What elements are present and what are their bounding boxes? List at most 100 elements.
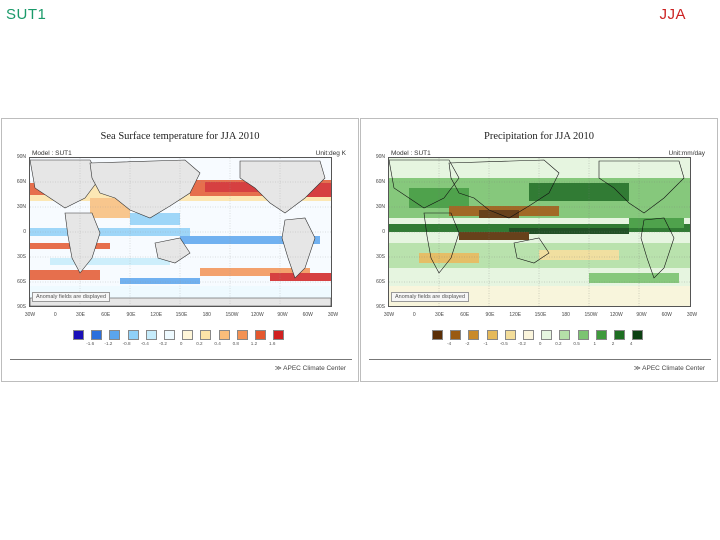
longitude-label: 60W	[302, 312, 313, 318]
legend-tick-label: 0	[179, 341, 183, 346]
legend-swatch	[632, 330, 644, 340]
panel-title: Sea Surface temperature for JJA 2010	[100, 131, 260, 142]
legend-swatch	[523, 330, 534, 340]
legend-swatch	[486, 330, 498, 340]
longitude-label: 150E	[175, 312, 188, 318]
longitude-label: 120W	[250, 312, 264, 318]
legend-tick-label: 1.6	[268, 341, 276, 346]
legend-tick-label: 0.4	[214, 341, 221, 346]
legend-swatch	[255, 330, 266, 340]
latitude-label: 0	[23, 229, 26, 235]
latitude-label: 30N	[16, 204, 26, 210]
unit-label: Unit:deg K	[315, 150, 346, 157]
slide-title-left: SUT1	[6, 6, 47, 23]
legend-swatch	[109, 330, 121, 340]
slide-title-right: JJA	[659, 6, 686, 23]
longitude-label: 60W	[661, 312, 672, 318]
legend-tick-label: 2	[611, 341, 615, 346]
credit-label: ≫ APEC Climate Center	[633, 365, 705, 372]
longitude-label: 90E	[485, 312, 495, 318]
latitude-label: 60N	[375, 179, 385, 185]
longitude-label: 0	[53, 312, 57, 318]
anomaly-note: Anomaly fields are displayed	[391, 292, 470, 302]
legend-tick-label: 0.5	[573, 341, 580, 346]
latitude-label: 30S	[17, 254, 26, 260]
longitude-label: 60E	[460, 312, 470, 318]
latitude-label: 60N	[16, 179, 26, 185]
legend-swatch	[577, 330, 589, 340]
legend-swatch	[200, 330, 212, 340]
latitude-label: 30N	[375, 204, 385, 210]
model-label: Model : SUT1	[391, 150, 431, 157]
legend-tick-label: -0.5	[499, 341, 508, 346]
legend-swatch	[504, 330, 516, 340]
legend-tick-label: 1	[593, 341, 597, 346]
legend-swatch	[432, 330, 443, 340]
longitude-label: 150E	[534, 312, 547, 318]
longitude-label: 30E	[76, 312, 85, 318]
sst-anomaly-map: Anomaly fields are displayed	[29, 157, 332, 307]
legend-tick-label: 0	[538, 341, 542, 346]
legend-tick-label: -0.2	[518, 341, 526, 346]
legend-tick-label: 0.2	[196, 341, 203, 346]
legend-swatch	[91, 330, 103, 340]
legend-tick-label: 1.2	[250, 341, 258, 346]
legend-swatch	[559, 330, 571, 340]
longitude-label: 60E	[101, 312, 111, 318]
legend-tick-label: -0.2	[159, 341, 167, 346]
credit-label: ≫ APEC Climate Center	[274, 365, 346, 372]
legend-tick-label: -4	[447, 341, 452, 346]
longitude-label: 120W	[609, 312, 623, 318]
sst-map-panel: Sea Surface temperature for JJA 2010 Mod…	[1, 118, 359, 382]
legend-swatch	[127, 330, 139, 340]
longitude-label: 30E	[435, 312, 444, 318]
longitude-label: 90W	[277, 312, 288, 318]
longitude-label: 180	[202, 312, 211, 318]
legend-swatch	[73, 330, 84, 340]
latitude-label: 90S	[376, 304, 385, 310]
legend-swatch	[182, 330, 194, 340]
longitude-label: 30W	[383, 312, 395, 318]
divider	[10, 359, 352, 360]
legend-tick-label: -0.8	[122, 341, 131, 346]
unit-label: Unit:mm/day	[668, 150, 705, 157]
longitude-label: 120E	[509, 312, 522, 318]
longitude-label: 90W	[636, 312, 647, 318]
longitude-label: 150W	[225, 312, 239, 318]
legend-tick-label: -1.2	[104, 341, 113, 346]
legend-swatch	[541, 330, 553, 340]
longitude-label: 120E	[150, 312, 163, 318]
longitude-label: 90E	[126, 312, 136, 318]
latitude-label: 60S	[17, 279, 26, 285]
legend-swatch	[273, 330, 285, 340]
precipitation-map-graphic	[389, 158, 690, 306]
legend-swatch	[164, 330, 175, 340]
precipitation-anomaly-map: Anomaly fields are displayed	[388, 157, 691, 307]
legend-swatch	[450, 330, 462, 340]
legend-tick-label: -1.6	[86, 341, 95, 346]
latitude-label: 60S	[376, 279, 385, 285]
legend-swatch	[614, 330, 625, 340]
legend-swatch	[236, 330, 248, 340]
legend-swatch	[595, 330, 607, 340]
longitude-label: 30W	[686, 312, 698, 318]
longitude-labels: 30W 0 30E 60E 90E 120E 150E 180 150W 120W 90W 60W 30…	[22, 312, 340, 320]
legend-tick-label: -0.4	[140, 341, 149, 346]
legend-swatch	[218, 330, 230, 340]
legend-tick-label: 0.8	[232, 341, 239, 346]
precipitation-map-panel: Precipitation for JJA 2010 Model : SUT1 …	[360, 118, 718, 382]
legend-tick-label: -2	[465, 341, 470, 346]
longitude-label: 30W	[327, 312, 339, 318]
legend-tick-label: -1	[483, 341, 488, 346]
legend-tick-label: 4	[629, 341, 633, 346]
longitude-label: 30W	[24, 312, 36, 318]
longitude-label: 150W	[584, 312, 598, 318]
anomaly-note: Anomaly fields are displayed	[32, 292, 111, 302]
sst-map-graphic	[30, 158, 331, 306]
latitude-label: 30S	[376, 254, 385, 260]
longitude-label: 0	[412, 312, 416, 318]
divider	[369, 359, 711, 360]
longitude-label: 180	[561, 312, 570, 318]
longitude-labels: 30W 0 30E 60E 90E 120E 150E 180 150W 120W 90W 60W 30…	[381, 312, 699, 320]
legend-swatch	[145, 330, 157, 340]
